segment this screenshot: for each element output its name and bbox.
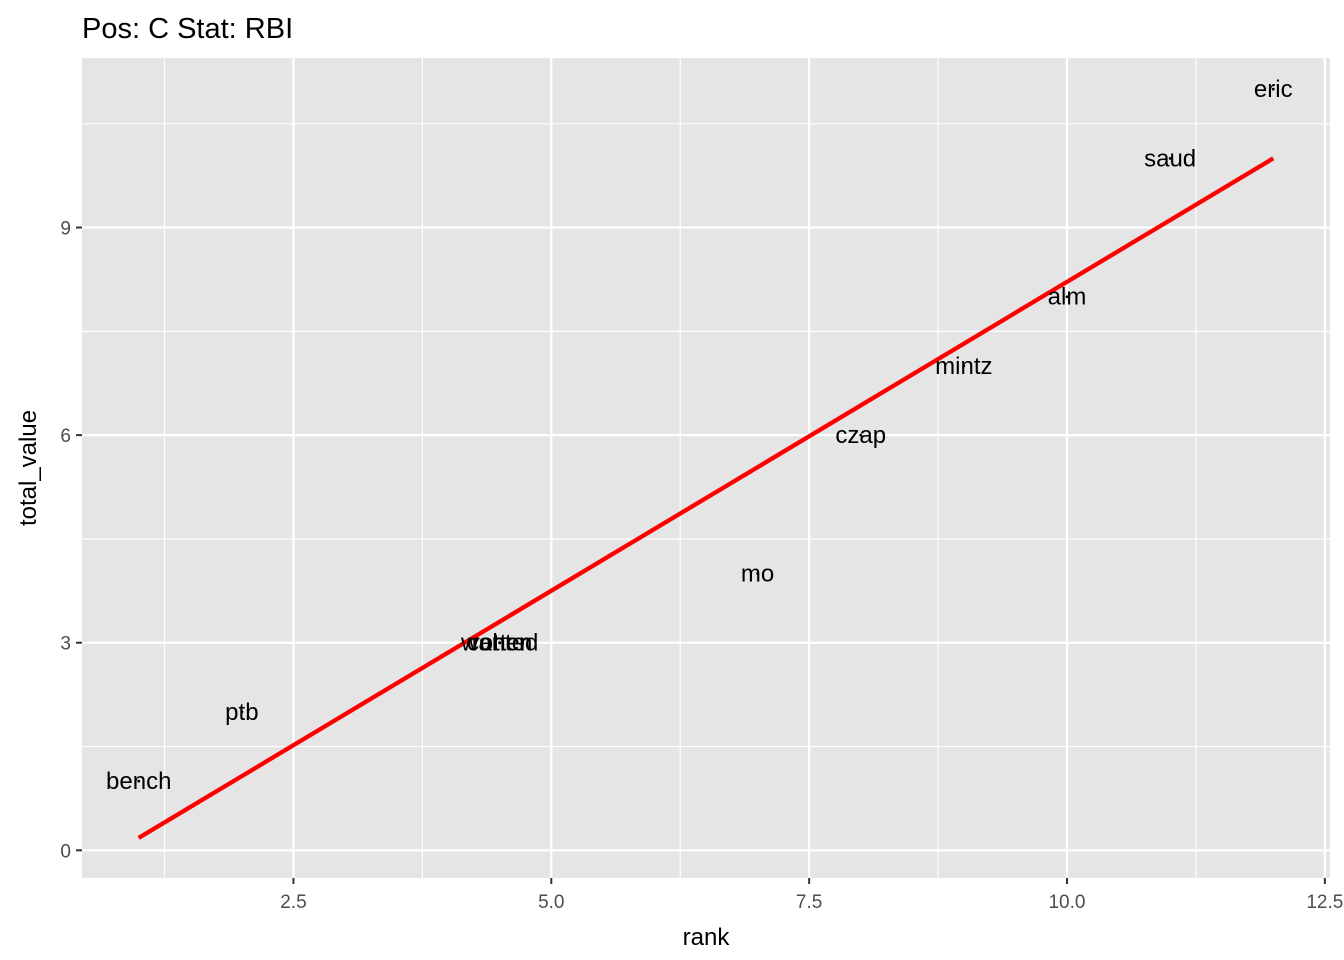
point-label: czap — [835, 422, 886, 449]
point-label: bench — [106, 768, 171, 795]
x-tick-label: 2.5 — [280, 892, 306, 913]
y-tick-label: 3 — [60, 634, 71, 655]
point-label: rotter — [472, 630, 528, 657]
y-tick-label: 6 — [60, 426, 71, 447]
y-tick-label: 9 — [60, 219, 71, 240]
y-axis: 0 3 6 9 — [60, 219, 82, 862]
data-point — [498, 641, 502, 645]
data-point — [137, 779, 141, 783]
x-axis-title: rank — [683, 924, 731, 951]
fit-line-group — [137, 156, 1275, 840]
data-point — [1168, 156, 1172, 160]
data-point — [962, 364, 966, 368]
data-point — [1065, 295, 1069, 299]
fit-line — [137, 156, 1275, 840]
x-tick-label: 10.0 — [1048, 892, 1085, 913]
data-point — [859, 433, 863, 437]
y-tick-label: 0 — [60, 841, 71, 862]
points-group: benchptbcohenwantedrottermoczapmintzalms… — [106, 76, 1293, 795]
plot-panel — [82, 58, 1330, 878]
point-label: mo — [741, 561, 774, 588]
point-label: mintz — [935, 353, 992, 380]
x-tick-label: 5.0 — [538, 892, 564, 913]
x-tick-label: 7.5 — [796, 892, 822, 913]
point-label: saud — [1144, 145, 1196, 172]
point-label: eric — [1254, 76, 1293, 103]
point-label: ptb — [225, 699, 258, 726]
x-axis: 2.5 5.0 7.5 10.0 12.5 — [280, 878, 1343, 913]
data-point — [240, 710, 244, 714]
y-axis-title: total_value — [15, 410, 42, 526]
data-point — [756, 572, 759, 575]
x-tick-label: 12.5 — [1306, 892, 1343, 913]
data-point — [1271, 87, 1275, 91]
grid-major — [82, 58, 1330, 878]
chart-title: Pos: C Stat: RBI — [82, 13, 293, 45]
point-label: alm — [1048, 284, 1087, 311]
